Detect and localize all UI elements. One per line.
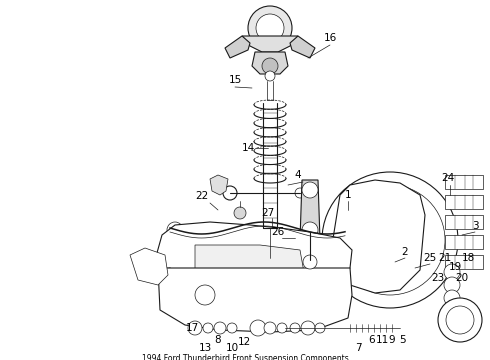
Circle shape <box>303 255 317 269</box>
Text: 2: 2 <box>402 247 408 257</box>
Circle shape <box>438 298 482 342</box>
Circle shape <box>315 323 325 333</box>
Circle shape <box>167 222 183 238</box>
Circle shape <box>277 323 287 333</box>
Text: 1: 1 <box>344 190 351 200</box>
Text: 21: 21 <box>439 253 452 263</box>
Circle shape <box>301 321 315 335</box>
Text: 14: 14 <box>242 143 255 153</box>
Circle shape <box>256 14 284 42</box>
Circle shape <box>262 58 278 74</box>
Text: 20: 20 <box>455 273 468 283</box>
Polygon shape <box>158 268 352 332</box>
Circle shape <box>195 285 215 305</box>
Circle shape <box>214 322 226 334</box>
Polygon shape <box>155 222 352 292</box>
Text: 9: 9 <box>389 335 395 345</box>
Text: 5: 5 <box>399 335 405 345</box>
Polygon shape <box>130 248 168 285</box>
Circle shape <box>444 290 460 306</box>
Circle shape <box>203 323 213 333</box>
Circle shape <box>250 320 266 336</box>
Text: 7: 7 <box>355 343 361 353</box>
Circle shape <box>227 323 237 333</box>
Circle shape <box>372 222 408 258</box>
Circle shape <box>322 172 458 308</box>
Text: 3: 3 <box>472 221 478 231</box>
Text: 4: 4 <box>294 170 301 180</box>
Bar <box>445 215 483 229</box>
Text: 16: 16 <box>323 33 337 43</box>
Text: 19: 19 <box>448 262 462 272</box>
Text: 23: 23 <box>431 273 444 283</box>
Text: 8: 8 <box>215 335 221 345</box>
Circle shape <box>295 188 305 198</box>
Text: 17: 17 <box>185 323 198 333</box>
Text: 6: 6 <box>368 335 375 345</box>
Circle shape <box>265 71 275 81</box>
Polygon shape <box>210 175 228 195</box>
Bar <box>445 195 483 209</box>
Polygon shape <box>225 36 250 58</box>
Text: 22: 22 <box>196 191 209 201</box>
Polygon shape <box>195 245 305 285</box>
Bar <box>445 255 483 269</box>
Polygon shape <box>300 180 320 240</box>
Circle shape <box>444 264 460 280</box>
Circle shape <box>290 323 300 333</box>
Text: 24: 24 <box>441 173 455 183</box>
Circle shape <box>302 222 318 238</box>
Circle shape <box>188 321 202 335</box>
Text: 25: 25 <box>423 253 437 263</box>
Text: 13: 13 <box>198 343 212 353</box>
Circle shape <box>264 322 276 334</box>
Bar <box>445 175 483 189</box>
Text: 26: 26 <box>271 227 285 237</box>
Circle shape <box>446 306 474 334</box>
Bar <box>445 235 483 249</box>
Polygon shape <box>252 52 288 74</box>
Text: 15: 15 <box>228 75 242 85</box>
Circle shape <box>335 185 445 295</box>
Circle shape <box>234 207 246 219</box>
Text: 1994 Ford Thunderbird Front Suspension Components: 1994 Ford Thunderbird Front Suspension C… <box>142 354 348 360</box>
Text: 18: 18 <box>462 253 475 263</box>
Circle shape <box>302 182 318 198</box>
Polygon shape <box>290 36 315 58</box>
Text: 12: 12 <box>237 337 250 347</box>
Circle shape <box>248 6 292 50</box>
Text: 27: 27 <box>261 208 274 218</box>
Circle shape <box>362 212 418 268</box>
Circle shape <box>444 277 460 293</box>
Text: 10: 10 <box>225 343 239 353</box>
Circle shape <box>223 186 237 200</box>
Text: 11: 11 <box>375 335 389 345</box>
Circle shape <box>169 244 181 256</box>
Polygon shape <box>242 36 298 52</box>
Polygon shape <box>332 180 425 293</box>
